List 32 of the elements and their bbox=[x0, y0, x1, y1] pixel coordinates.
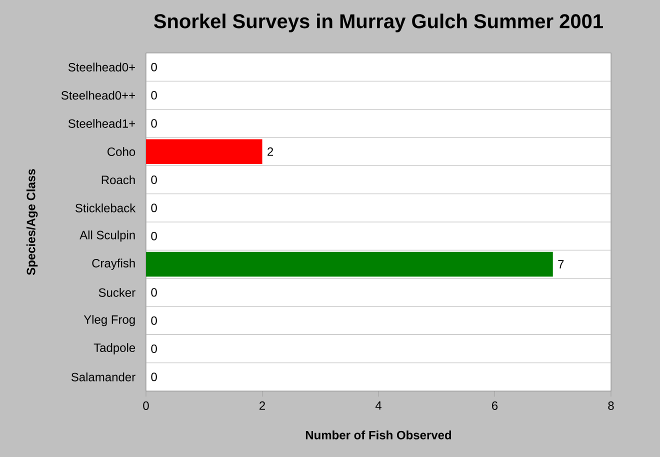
y-tick-label: Salamander bbox=[71, 372, 136, 382]
data-label: 0 bbox=[151, 119, 157, 128]
data-label: 0 bbox=[151, 316, 157, 325]
data-label: 0 bbox=[151, 62, 157, 72]
y-tick-label: All Sculpin bbox=[80, 230, 135, 242]
data-label: 0 bbox=[151, 232, 157, 240]
y-tick-label: Crayfish bbox=[92, 258, 135, 270]
y-axis-title: Species/Age Class bbox=[26, 169, 38, 276]
x-tick-label: 6 bbox=[492, 401, 498, 410]
y-tick-label: Yleg Frog bbox=[84, 314, 135, 326]
x-tick-label: 4 bbox=[375, 401, 382, 410]
data-label: 7 bbox=[558, 260, 564, 268]
y-tick-label: Steelhead0+ bbox=[68, 62, 135, 72]
chart-title: Snorkel Surveys in Murray Gulch Summer 2001 bbox=[154, 14, 604, 32]
y-tick-label: Steelhead1+ bbox=[68, 119, 135, 128]
data-label: 0 bbox=[151, 176, 157, 184]
x-tick-label: 0 bbox=[143, 401, 149, 410]
data-label: 0 bbox=[151, 288, 157, 297]
data-label: 2 bbox=[268, 147, 274, 156]
y-tick-label: Roach bbox=[102, 175, 135, 184]
y-tick-label: Steelhead0++ bbox=[61, 90, 135, 100]
x-tick-label: 2 bbox=[260, 401, 265, 410]
y-tick-label: Sucker bbox=[98, 288, 136, 297]
data-label: 0 bbox=[151, 204, 157, 212]
x-axis-title: Number of Fish Observed bbox=[306, 430, 452, 440]
y-tick-label: Tadpole bbox=[94, 343, 136, 354]
y-tick-label: Coho bbox=[108, 147, 136, 156]
x-tick-label: 8 bbox=[608, 401, 614, 410]
data-label: 0 bbox=[151, 91, 157, 100]
y-tick-label: Stickleback bbox=[75, 204, 136, 212]
data-label: 0 bbox=[151, 344, 157, 354]
data-label: 0 bbox=[151, 372, 157, 382]
